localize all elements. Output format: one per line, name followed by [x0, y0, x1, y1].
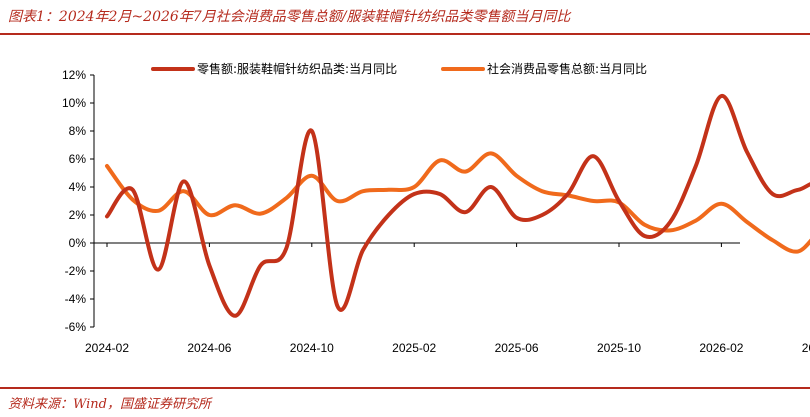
y-tick-label: -6%: [65, 320, 87, 334]
y-tick-label: 2%: [69, 208, 87, 222]
source-note: 资料来源：Wind，国盛证券研究所: [8, 397, 211, 412]
y-tick-label: 0%: [69, 236, 87, 250]
y-tick-label: 10%: [62, 96, 86, 110]
y-tick-label: -4%: [65, 292, 87, 306]
y-tick-label: 8%: [69, 124, 87, 138]
x-tick-label: 2024-02: [85, 341, 129, 355]
y-tick-label: 12%: [62, 68, 86, 82]
x-tick-label: 2025-10: [597, 341, 641, 355]
source-rule: [0, 387, 810, 389]
legend-label-total-retail: 社会消费品零售总额:当月同比: [487, 61, 647, 76]
chart-legend: 零售额:服装鞋帽针纺织品类:当月同比 社会消费品零售总额:当月同比: [151, 61, 647, 76]
x-tick-label: 2026-02: [699, 341, 743, 355]
x-tick-label: 2025-02: [392, 341, 436, 355]
legend-label-apparel: 零售额:服装鞋帽针纺织品类:当月同比: [197, 61, 397, 76]
series-line-apparel: [105, 94, 810, 318]
chart-axes: 12% 10% 8% 6% 4% 2% 0% -2% -4% -6% 2024-02 2024-06 2…: [62, 68, 810, 355]
y-tick-label: 4%: [69, 180, 87, 194]
x-tick-label: 2024-10: [290, 341, 334, 355]
chart-series: [105, 94, 810, 318]
figure-title: 图表1：2024年2月~2026年7月社会消费品零售总额/服装鞋帽针纺织品类零售…: [8, 9, 571, 25]
x-tick-label: 2025-06: [495, 341, 539, 355]
y-tick-label: -2%: [65, 264, 87, 278]
y-tick-label: 6%: [69, 152, 87, 166]
x-tick-label: 2024-06: [187, 341, 231, 355]
series-line-total-retail: [105, 151, 810, 254]
x-tick-label: 2026-06: [802, 341, 810, 355]
title-rule: [0, 33, 810, 35]
